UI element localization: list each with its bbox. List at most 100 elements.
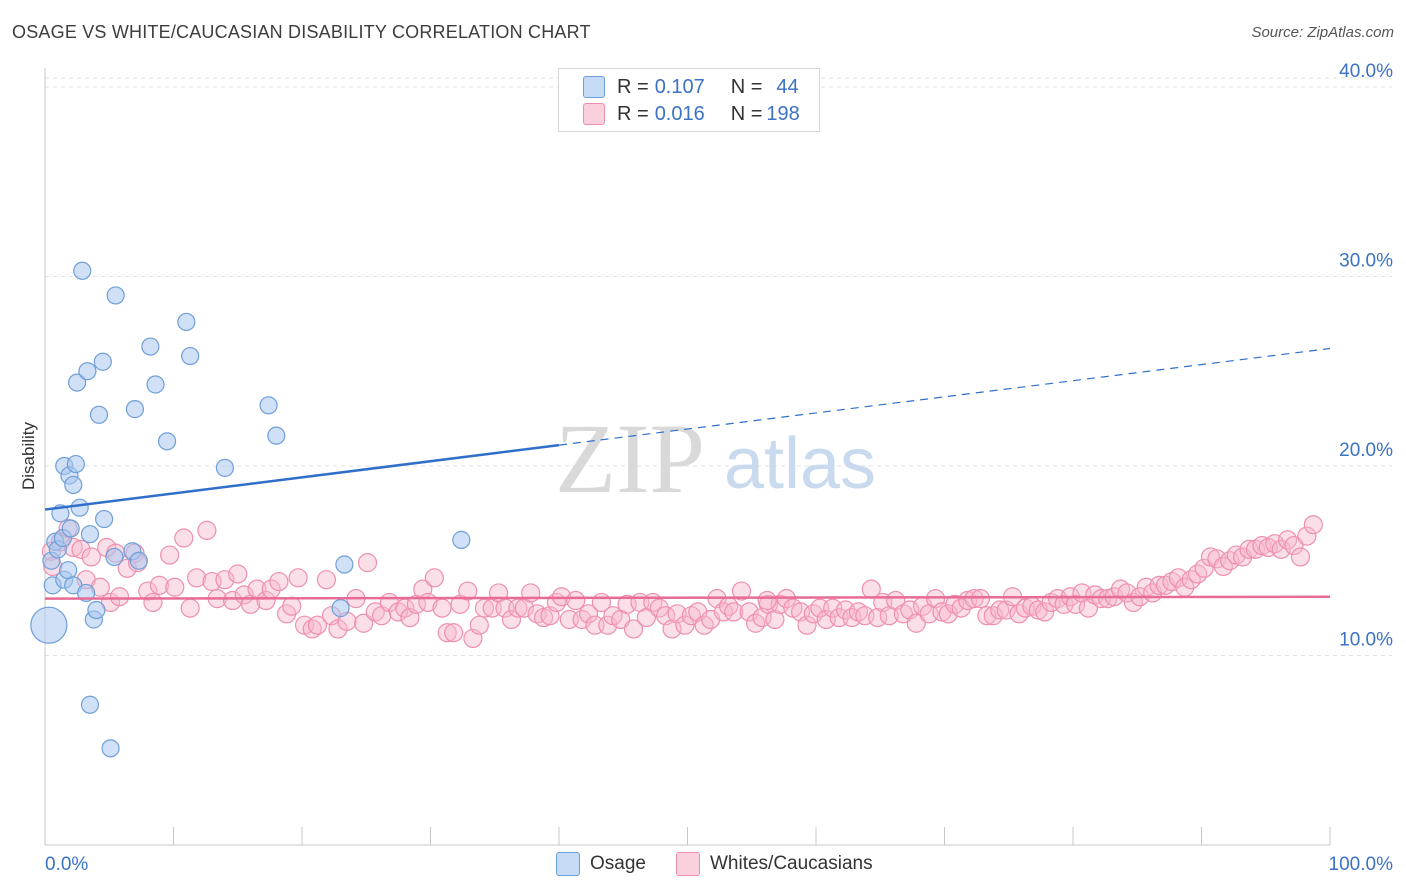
chart-title: OSAGE VS WHITE/CAUCASIAN DISABILITY CORR… xyxy=(12,22,591,42)
data-point-osage xyxy=(87,600,106,620)
legend-label-whites: Whites/Caucasians xyxy=(709,853,873,874)
data-point-whites xyxy=(160,545,180,565)
data-point-osage xyxy=(452,530,471,549)
data-point-whites xyxy=(951,598,971,618)
y-tick-label: 30.0% xyxy=(1339,250,1393,271)
legend-swatch-whites xyxy=(583,103,605,125)
trend-lines xyxy=(44,347,1331,600)
data-point-whites xyxy=(1239,539,1259,559)
legend-r-value: 0.107 xyxy=(654,75,705,98)
data-point-whites xyxy=(1149,575,1169,595)
data-point-osage xyxy=(335,555,354,574)
watermark-atlas: atlas xyxy=(724,424,876,504)
data-point-osage xyxy=(259,396,278,415)
data-point-whites xyxy=(138,581,158,601)
data-point-osage xyxy=(80,525,100,544)
data-point-osage xyxy=(77,583,96,603)
data-point-osage xyxy=(95,509,114,529)
trend-line-osage-extrapolated xyxy=(558,347,1331,446)
data-point-whites xyxy=(223,590,243,611)
data-point-whites xyxy=(71,539,91,559)
data-point-whites xyxy=(521,583,541,603)
data-point-whites xyxy=(731,581,752,601)
data-point-whites xyxy=(307,615,328,635)
legend-label-osage: Osage xyxy=(590,853,646,874)
legend-n-label: N = xyxy=(730,75,763,98)
data-point-whites xyxy=(256,590,276,611)
legend-n-value: 44 xyxy=(776,75,799,98)
y-axis-title: Disability xyxy=(19,421,38,490)
data-point-whites xyxy=(566,590,586,611)
series-osage-points xyxy=(30,261,471,758)
data-point-whites xyxy=(165,577,185,597)
data-point-osage xyxy=(61,519,80,538)
data-point-whites xyxy=(432,598,452,618)
data-point-whites xyxy=(797,615,817,635)
data-point-whites xyxy=(437,623,457,643)
data-point-whites xyxy=(667,604,687,624)
watermark-zip: ZIP xyxy=(555,403,705,514)
legend-row-osage: R = 0.107 N = 44 xyxy=(559,74,799,100)
legend-r-label: R = xyxy=(617,75,649,98)
legend-swatch-osage xyxy=(556,852,580,876)
data-point-whites xyxy=(1303,515,1323,535)
data-point-whites xyxy=(1284,535,1304,556)
data-point-whites xyxy=(964,589,984,609)
data-point-osage xyxy=(70,498,89,517)
data-point-osage xyxy=(129,551,148,570)
data-point-whites xyxy=(458,581,478,601)
data-point-whites xyxy=(675,615,695,635)
data-point-whites xyxy=(302,619,322,639)
data-point-osage xyxy=(78,362,97,381)
data-point-osage xyxy=(59,561,78,580)
data-point-whites xyxy=(1290,547,1311,567)
data-point-whites xyxy=(1054,594,1074,614)
data-point-whites xyxy=(109,587,130,607)
data-point-osage xyxy=(267,426,286,445)
data-point-whites xyxy=(354,613,374,633)
data-point-whites xyxy=(1271,539,1291,559)
data-point-whites xyxy=(282,596,302,616)
y-tick-label: 10.0% xyxy=(1339,629,1393,650)
data-point-osage xyxy=(215,458,234,477)
axis-labels: 10.0% 20.0% 30.0% 40.0% 0.0% 100.0% xyxy=(45,61,1393,875)
data-point-osage xyxy=(64,475,83,495)
data-point-whites xyxy=(444,623,464,643)
data-point-osage xyxy=(331,599,350,618)
legend-n-value: 198 xyxy=(766,102,800,125)
data-point-whites xyxy=(174,528,194,548)
data-point-whites xyxy=(1297,526,1317,546)
data-point-whites xyxy=(649,598,669,618)
data-point-whites xyxy=(187,568,207,588)
data-point-osage xyxy=(105,547,124,567)
data-point-whites xyxy=(757,590,777,611)
y-tick-label: 40.0% xyxy=(1339,61,1393,82)
data-point-osage xyxy=(80,695,100,714)
data-point-osage xyxy=(177,312,196,332)
data-point-whites xyxy=(501,609,522,630)
data-point-whites xyxy=(424,568,444,588)
data-point-whites xyxy=(81,547,101,567)
data-point-whites xyxy=(713,602,734,622)
data-point-whites xyxy=(228,564,248,584)
legend-row-whites: R = 0.016 N = 198 xyxy=(559,101,800,127)
data-point-osage xyxy=(181,346,200,366)
x-tick-label: 100.0% xyxy=(1329,854,1394,875)
data-point-osage xyxy=(30,606,68,644)
data-point-osage xyxy=(141,337,160,356)
data-point-whites xyxy=(1035,602,1055,622)
trend-line-whites xyxy=(44,595,1331,600)
y-tick-label: 20.0% xyxy=(1339,440,1393,461)
data-point-whites xyxy=(990,600,1010,620)
data-point-osage xyxy=(89,405,109,424)
data-point-whites xyxy=(724,602,744,622)
trend-line-osage xyxy=(44,443,560,511)
stats-legend: R = 0.107 N = 44 R = 0.016 N = 198 xyxy=(558,68,820,132)
legend-r-value: 0.016 xyxy=(654,102,705,125)
data-point-whites xyxy=(1065,594,1086,614)
data-point-whites xyxy=(197,520,217,541)
data-point-whites xyxy=(662,619,682,639)
series-whites-points xyxy=(41,515,1323,649)
legend-n-label: N = xyxy=(730,102,763,125)
